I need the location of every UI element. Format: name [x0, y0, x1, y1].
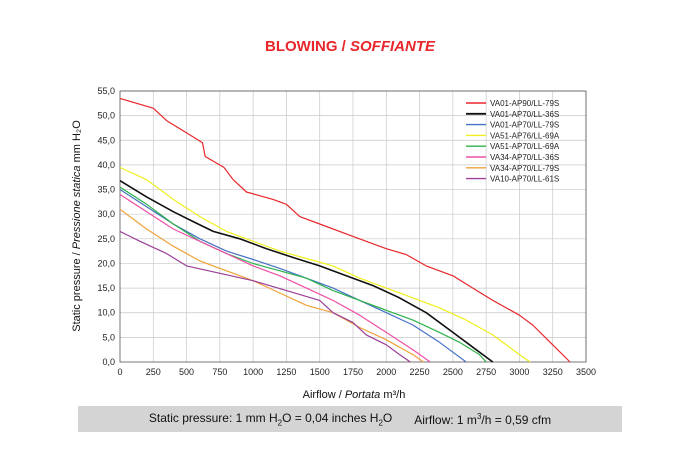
plot-frame	[119, 90, 587, 363]
x-tick-label: 3500	[576, 367, 596, 377]
y-tick-label: 35,0	[97, 185, 115, 195]
legend-label: VA51-AP76/LL-69A	[490, 131, 560, 140]
legend-label: VA01-AP90/LL-79S	[490, 99, 559, 108]
x-tick-label: 2250	[410, 367, 430, 377]
x-axis-label-unit: m³/h	[380, 389, 405, 400]
y-tick-label: 20,0	[97, 258, 115, 268]
static-pre: Static pressure: 1 mm H	[148, 410, 278, 425]
y-tick-label: 15,0	[97, 283, 115, 293]
legend-label: VA01-AP70/LL-79S	[490, 121, 559, 130]
x-tick-label: 2000	[376, 367, 396, 377]
legend-label: VA34-AP70/LL-36S	[490, 153, 559, 162]
x-tick-label: 0	[117, 367, 122, 377]
y-axis-label-unit: mm H₂O	[71, 120, 83, 166]
series-group	[119, 97, 571, 363]
series-line-4	[119, 166, 531, 363]
airflow-note: Airflow: 1 m3/h = 0,59 cfm	[414, 412, 551, 427]
axes	[119, 90, 587, 363]
x-tick-label: 1500	[310, 367, 330, 377]
airflow-sup: 3	[476, 411, 482, 421]
y-tick-label: 0,0	[102, 357, 115, 367]
chart-svg: 0 250 500 750 1000 1250 1500 1750 2000 2250 2500 27…	[71, 86, 596, 400]
static-post: O	[382, 410, 393, 425]
series-line-2	[119, 180, 494, 363]
series-line-7	[119, 208, 424, 363]
chart-title: BLOWING / SOFFIANTE	[0, 38, 700, 55]
y-tick-label: 10,0	[97, 308, 115, 318]
y-axis-label-main: Static pressure /	[71, 249, 83, 332]
static-sub1: 2	[277, 418, 283, 428]
x-axis-label: Airflow / Portata m³/h	[303, 389, 406, 400]
y-tick-label: 40,0	[97, 160, 115, 170]
series-line-1	[119, 97, 571, 363]
legend-label: VA51-AP70/LL-69A	[490, 142, 560, 151]
legend-label: VA10-AP70/LL-61S	[490, 175, 559, 184]
y-tick-label: 25,0	[97, 234, 115, 244]
tick-labels: 0 250 500 750 1000 1250 1500 1750 2000 2250 2500 27…	[97, 86, 596, 377]
grid-lines	[120, 90, 587, 362]
conversion-footer: Static pressure: 1 mm H2O = 0,04 inches …	[78, 406, 622, 432]
series-line-3	[119, 188, 467, 363]
static-mid: O = 0,04 inches H	[282, 410, 379, 425]
x-tick-label: 3250	[543, 367, 563, 377]
legend: VA01-AP90/LL-79S VA01-AP70/LL-36S VA01-AP7…	[466, 99, 560, 184]
y-tick-label: 50,0	[97, 111, 115, 121]
airflow-pre: Airflow: 1 m	[414, 412, 477, 427]
y-axis-label-italic: Pressione statica	[71, 165, 83, 249]
series-line-5	[119, 186, 487, 363]
title-italic: SOFFIANTE	[350, 38, 435, 55]
x-tick-label: 1000	[243, 367, 263, 377]
static-sub2: 2	[378, 418, 383, 428]
y-tick-label: 5,0	[102, 332, 115, 342]
x-axis-label-main: Airflow /	[303, 389, 345, 400]
series-line-8	[119, 230, 411, 363]
title-main: BLOWING /	[265, 38, 350, 55]
x-tick-label: 1750	[343, 367, 363, 377]
x-tick-label: 500	[179, 367, 194, 377]
y-tick-label: 30,0	[97, 209, 115, 219]
x-tick-label: 750	[212, 367, 227, 377]
y-tick-label: 45,0	[97, 135, 115, 145]
legend-label: VA34-AP70/LL-79S	[490, 164, 559, 173]
series-line-6	[119, 193, 431, 363]
static-pressure-note: Static pressure: 1 mm H2O = 0,04 inches …	[149, 411, 392, 427]
x-tick-label: 2750	[476, 367, 496, 377]
x-tick-label: 3000	[509, 367, 529, 377]
x-tick-label: 2500	[443, 367, 463, 377]
x-axis-label-italic: Portata	[345, 389, 380, 400]
y-tick-label: 55,0	[97, 86, 115, 96]
x-tick-label: 1250	[276, 367, 296, 377]
airflow-post: /h = 0,59 cfm	[481, 412, 552, 427]
x-tick-label: 250	[146, 367, 161, 377]
y-axis-label: Static pressure / Pressione statica mm H…	[71, 120, 83, 332]
legend-label: VA01-AP70/LL-36S	[490, 110, 559, 119]
